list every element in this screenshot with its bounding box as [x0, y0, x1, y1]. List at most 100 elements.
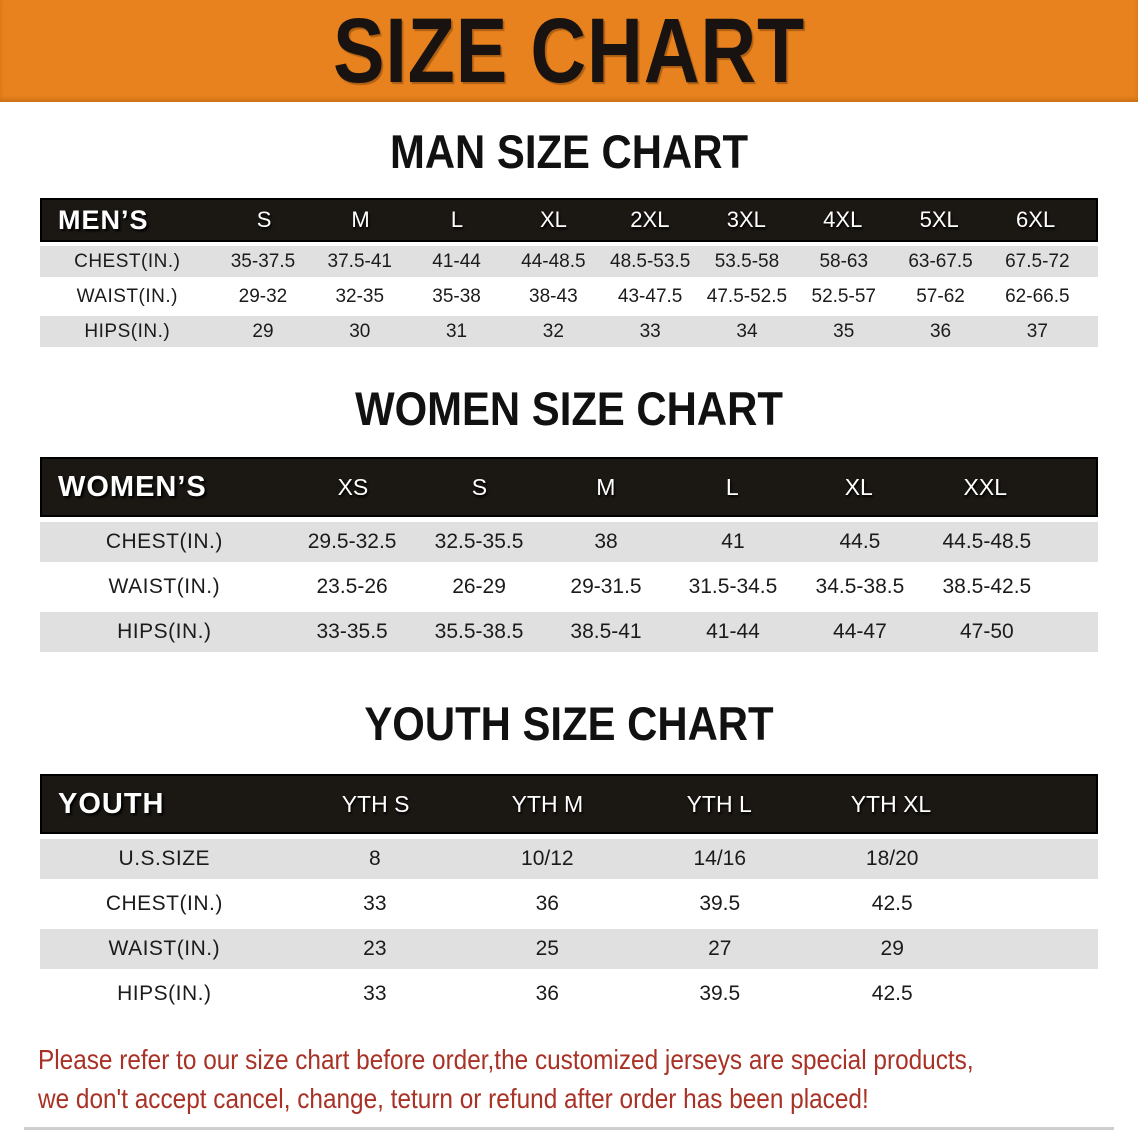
men-size-table: MEN’S S M L XL 2XL 3XL 4XL 5XL 6XL CHEST(IN.) 35-37… — [40, 198, 1098, 347]
measurement-cell: 47.5-52.5 — [706, 285, 788, 307]
measurement-cell: 48.5-53.5 — [610, 250, 691, 272]
size-column-header: XL — [539, 207, 567, 232]
disclaimer: Please refer to our size chart before or… — [0, 1040, 1138, 1118]
measurement-row-label: HIPS(IN.) — [84, 320, 171, 342]
size-column-header: XL — [844, 473, 873, 500]
table-row: HIPS(IN.) 33-35.5 35.5-38.5 38.5-41 41-44 44-… — [40, 612, 1098, 652]
measurement-cell: 38 — [594, 530, 618, 553]
table-group-label: YOUTH — [58, 787, 165, 820]
measurement-cell: 23 — [363, 937, 387, 960]
table-row: CHEST(IN.) 33 36 39.5 42.5 — [40, 884, 1098, 924]
measurement-row-label: CHEST(IN.) — [74, 250, 181, 272]
measurement-cell: 29 — [252, 320, 274, 342]
measurement-cell: 34.5-38.5 — [815, 575, 905, 598]
measurement-cell: 47-50 — [960, 620, 1014, 643]
youth-section-heading: YOUTH SIZE CHART — [364, 696, 774, 751]
size-column-header: L — [725, 473, 739, 500]
measurement-cell: 29 — [880, 937, 904, 960]
measurement-cell: 33 — [363, 982, 387, 1005]
table-row: WAIST(IN.) 23 25 27 29 — [40, 929, 1098, 969]
size-column-header: 5XL — [919, 207, 959, 232]
measurement-row-label: CHEST(IN.) — [105, 530, 223, 553]
measurement-cell: 38.5-42.5 — [942, 575, 1032, 598]
measurement-cell: 32 — [542, 320, 564, 342]
measurement-cell: 27 — [708, 937, 732, 960]
measurement-cell: 41-44 — [706, 620, 760, 643]
disclaimer-line-2: we don't accept cancel, change, teturn o… — [38, 1083, 869, 1114]
measurement-cell: 63-67.5 — [908, 250, 973, 272]
measurement-cell: 53.5-58 — [714, 250, 780, 272]
size-column-header: L — [450, 207, 464, 232]
measurement-cell: 39.5 — [699, 892, 741, 915]
measurement-cell: 32-35 — [335, 285, 385, 307]
measurement-cell: 8 — [369, 847, 381, 870]
size-column-header: YTH S — [341, 790, 410, 817]
measurement-cell: 42.5 — [871, 892, 913, 915]
size-column-header: M — [351, 207, 370, 232]
size-column-header: 3XL — [726, 207, 766, 232]
table-group-label: WOMEN’S — [58, 470, 207, 503]
measurement-cell: 62-66.5 — [1005, 285, 1070, 307]
measurement-cell: 36 — [535, 982, 559, 1005]
size-column-header: 2XL — [630, 207, 670, 232]
size-chart-banner: SIZE CHART — [0, 0, 1138, 102]
banner-title: SIZE CHART — [332, 0, 806, 102]
measurement-cell: 43-47.5 — [617, 285, 683, 307]
table-group-label: MEN’S — [58, 204, 149, 235]
measurement-cell: 29-32 — [238, 285, 288, 307]
size-column-header: XXL — [963, 473, 1007, 500]
measurement-cell: 35.5-38.5 — [434, 620, 524, 643]
size-column-header: 4XL — [823, 207, 863, 232]
size-column-header: S — [471, 473, 488, 500]
table-row: WAIST(IN.) 29-32 32-35 35-38 38-43 43-47.5 47.… — [40, 281, 1098, 312]
measurement-cell: 31 — [445, 320, 468, 342]
women-size-table: WOMEN’S XS S M L XL XXL CHEST(IN.) 29.5-32.5 32.5… — [40, 457, 1098, 652]
measurement-cell: 26-29 — [452, 575, 506, 598]
measurement-row-label: HIPS(IN.) — [117, 620, 212, 643]
measurement-row-label: WAIST(IN.) — [108, 937, 221, 960]
table-row: HIPS(IN.) 29 30 31 32 33 34 35 36 37 — [40, 316, 1098, 347]
measurement-cell: 29.5-32.5 — [307, 530, 397, 553]
measurement-cell: 52.5-57 — [811, 285, 876, 307]
measurement-cell: 33 — [363, 892, 387, 915]
table-row: WAIST(IN.) 23.5-26 26-29 29-31.5 31.5-34.5 34… — [40, 567, 1098, 607]
measurement-cell: 39.5 — [699, 982, 741, 1005]
measurement-cell: 41-44 — [432, 250, 481, 272]
measurement-cell: 25 — [535, 937, 559, 960]
measurement-cell: 44.5-48.5 — [942, 530, 1032, 553]
measurement-row-label: WAIST(IN.) — [108, 575, 221, 598]
size-column-header: 6XL — [1016, 207, 1056, 232]
measurement-cell: 18/20 — [865, 847, 919, 870]
men-size-section: MAN SIZE CHART MEN’S S M L XL 2XL 3XL 4XL 5XL 6XL… — [0, 124, 1138, 347]
measurement-cell: 35-38 — [432, 285, 481, 307]
youth-size-section: YOUTH SIZE CHART YOUTH YTH S YTH M YTH L YTH… — [0, 696, 1138, 1014]
table-row: U.S.SIZE 8 10/12 14/16 18/20 — [40, 839, 1098, 879]
disclaimer-line-1: Please refer to our size chart before or… — [38, 1044, 974, 1075]
youth-size-table: YOUTH YTH S YTH M YTH L YTH XL U.S.SIZE 8 10/12… — [40, 774, 1098, 1014]
measurement-cell: 30 — [349, 320, 371, 342]
table-header-row: YOUTH YTH S YTH M YTH L YTH XL — [40, 774, 1098, 834]
size-column-header: XS — [337, 473, 369, 500]
size-column-header: YTH M — [511, 790, 584, 817]
measurement-cell: 42.5 — [871, 982, 913, 1005]
measurement-row-label: U.S.SIZE — [118, 847, 211, 870]
measurement-cell: 29-31.5 — [570, 575, 642, 598]
measurement-cell: 57-62 — [916, 285, 965, 307]
women-section-heading: WOMEN SIZE CHART — [355, 381, 783, 436]
measurement-cell: 36 — [929, 320, 952, 342]
table-header-row: WOMEN’S XS S M L XL XXL — [40, 457, 1098, 517]
measurement-cell: 37 — [1026, 320, 1048, 342]
measurement-cell: 14/16 — [693, 847, 747, 870]
measurement-cell: 44-47 — [833, 620, 887, 643]
size-column-header: M — [596, 473, 616, 500]
table-header-row: MEN’S S M L XL 2XL 3XL 4XL 5XL 6XL — [40, 198, 1098, 242]
measurement-cell: 35-37.5 — [230, 250, 296, 272]
table-row: CHEST(IN.) 35-37.5 37.5-41 41-44 44-48.5 48.5… — [40, 246, 1098, 277]
measurement-cell: 37.5-41 — [327, 250, 392, 272]
measurement-cell: 38.5-41 — [570, 620, 642, 643]
measurement-cell: 44-48.5 — [521, 250, 586, 272]
measurement-cell: 35 — [833, 320, 855, 342]
men-section-heading: MAN SIZE CHART — [389, 124, 749, 179]
measurement-cell: 32.5-35.5 — [434, 530, 524, 553]
